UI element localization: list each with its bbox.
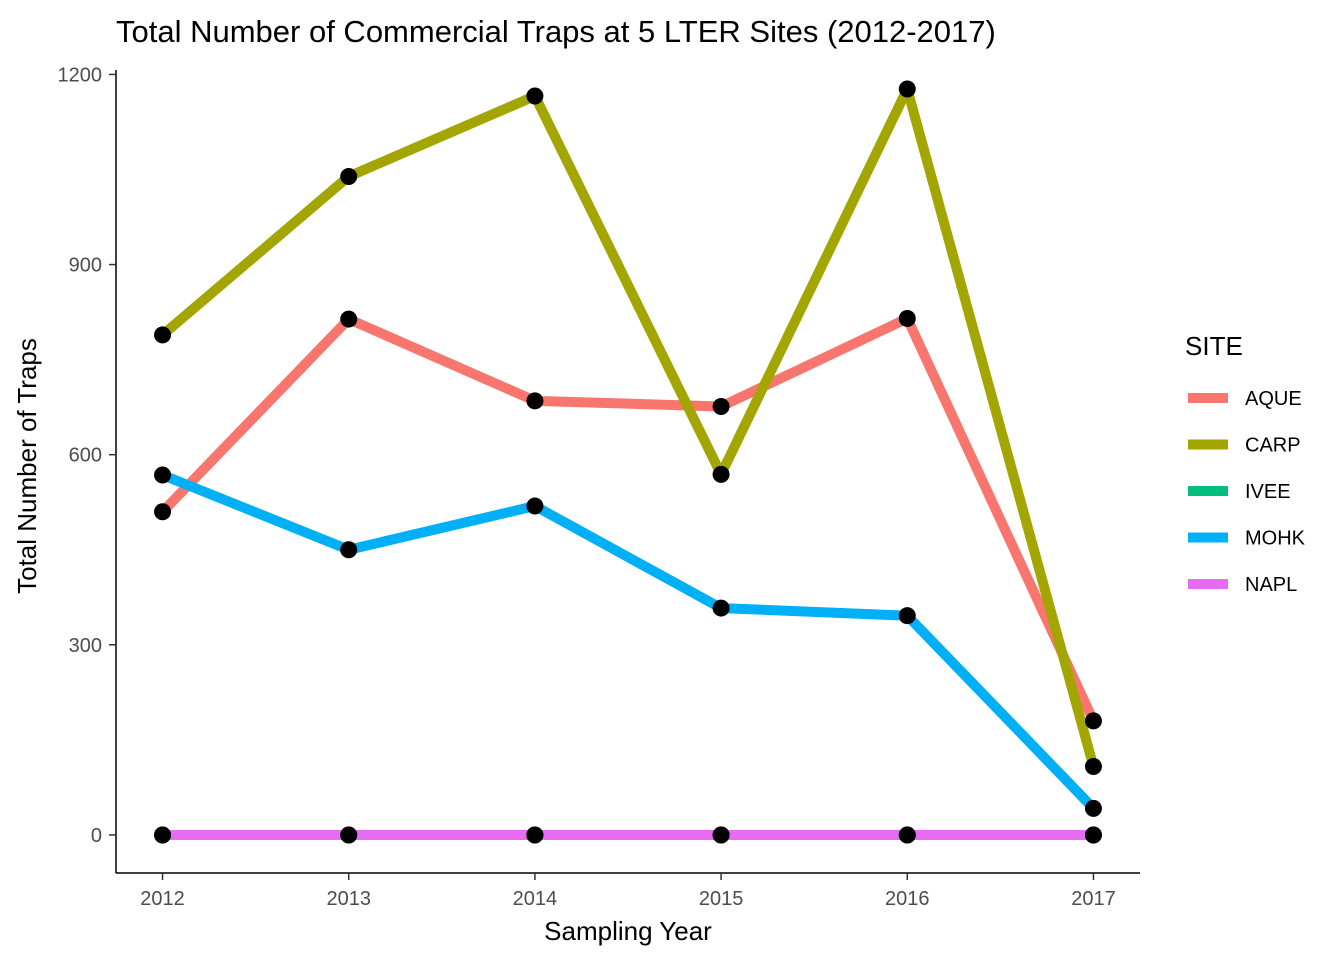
x-tick-label: 2016 <box>885 888 930 910</box>
x-ticks: 2012 2013 2014 2015 2016 2017 <box>140 873 1116 910</box>
y-tick-label: 600 <box>69 445 102 467</box>
x-tick-label: 2017 <box>1071 888 1116 910</box>
x-tick-label: 2015 <box>699 888 744 910</box>
data-point-mohk <box>340 541 358 559</box>
legend-label: CARP <box>1245 435 1301 457</box>
legend-title: SITE <box>1185 331 1243 361</box>
y-tick-label: 1200 <box>58 64 103 86</box>
x-tick-label: 2014 <box>513 888 558 910</box>
data-point-aque <box>154 503 172 521</box>
data-point-carp <box>1084 758 1102 776</box>
data-point-napl <box>712 826 730 844</box>
data-point-carp <box>154 326 172 344</box>
data-point-carp <box>712 465 730 483</box>
data-points <box>154 80 1102 844</box>
legend-label: MOHK <box>1245 528 1306 550</box>
series-lines <box>158 84 1099 840</box>
x-axis-title: Sampling Year <box>544 916 712 946</box>
x-tick-label: 2012 <box>140 888 185 910</box>
data-point-aque <box>712 398 730 416</box>
y-tick-label: 300 <box>69 635 102 657</box>
data-point-carp <box>898 80 916 98</box>
data-point-mohk <box>526 497 544 515</box>
data-point-carp <box>340 167 358 185</box>
data-point-napl <box>340 826 358 844</box>
series-line-mohk <box>160 470 1098 812</box>
y-tick-label: 0 <box>91 825 102 847</box>
legend: SITE AQUE CARP IVEE MOHK NAPL <box>1185 331 1306 596</box>
data-point-napl <box>1084 826 1102 844</box>
data-point-mohk <box>154 466 172 484</box>
series-line-carp <box>159 84 1099 768</box>
data-point-napl <box>526 826 544 844</box>
data-point-napl <box>898 826 916 844</box>
data-point-mohk <box>712 599 730 617</box>
chart-title: Total Number of Commercial Traps at 5 LT… <box>116 14 996 49</box>
legend-label: IVEE <box>1245 481 1291 503</box>
legend-item-carp: CARP <box>1188 435 1301 457</box>
data-point-aque <box>898 309 916 327</box>
legend-item-ivee: IVEE <box>1188 481 1291 503</box>
data-point-carp <box>526 87 544 105</box>
data-point-mohk <box>898 607 916 625</box>
data-point-aque <box>340 310 358 328</box>
legend-label: NAPL <box>1245 574 1297 596</box>
y-axis-title: Total Number of Traps <box>12 338 42 594</box>
y-tick-label: 900 <box>69 255 102 277</box>
y-ticks: 0 300 600 900 1200 <box>58 64 116 847</box>
data-point-mohk <box>1084 799 1102 817</box>
legend-item-mohk: MOHK <box>1188 528 1306 550</box>
data-point-aque <box>526 392 544 410</box>
legend-items: AQUE CARP IVEE MOHK NAPL <box>1188 388 1306 596</box>
legend-item-aque: AQUE <box>1188 388 1302 410</box>
series-line-aque <box>158 313 1098 723</box>
plot-area: 0 300 600 900 1200 2012 2013 2014 2015 2016 2017 <box>58 64 1140 910</box>
x-tick-label: 2013 <box>326 888 371 910</box>
legend-item-napl: NAPL <box>1188 574 1297 596</box>
legend-label: AQUE <box>1245 388 1302 410</box>
data-point-aque <box>1084 712 1102 730</box>
data-point-napl <box>154 826 172 844</box>
